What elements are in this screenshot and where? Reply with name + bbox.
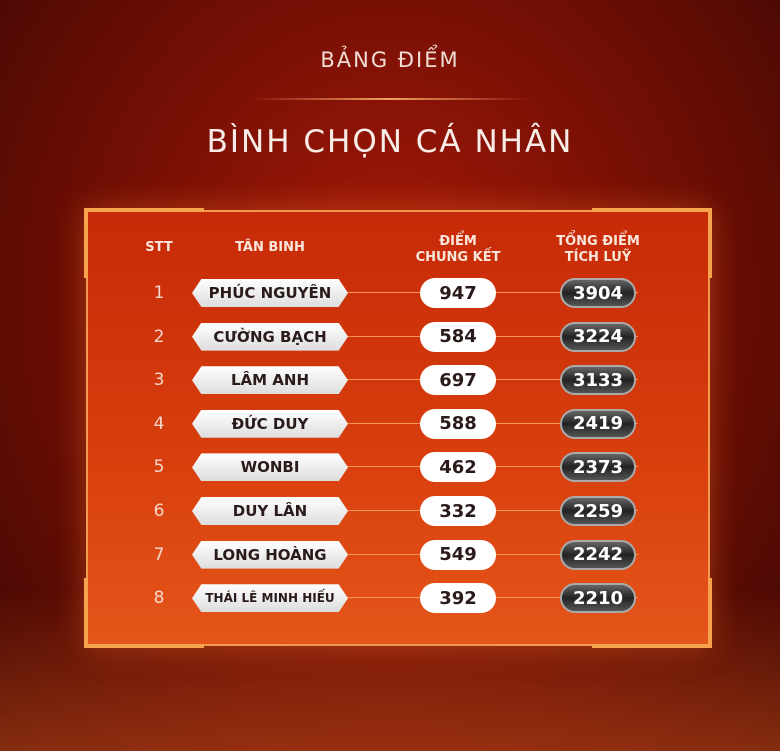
table-row: 8 THÁI LÊ MINH HIẾU 392 2210 [88, 582, 712, 614]
final-score: 392 [420, 583, 496, 614]
total-score: 3904 [560, 278, 636, 308]
total-score: 2242 [560, 539, 636, 570]
total-score: 2259 [560, 496, 636, 526]
contestant-name: PHÚC NGUYÊN [192, 279, 348, 307]
rank: 2 [153, 326, 165, 347]
total-score: 2419 [560, 408, 636, 439]
contestant-name: LONG HOÀNG [192, 540, 348, 569]
corner-ornament [592, 208, 712, 278]
final-score: 588 [420, 408, 496, 439]
header-total-line2: TÍCH LUỸ [564, 250, 632, 265]
header-stt: STT [145, 240, 173, 255]
rank: 6 [153, 501, 165, 521]
header-total: TỔNG ĐIỂM TÍCH LUỸ [528, 234, 668, 266]
total-score: 3224 [560, 321, 636, 352]
contestant-name: CƯỜNG BẠCH [192, 322, 348, 351]
final-score: 462 [420, 452, 496, 483]
corner-ornament [592, 578, 712, 648]
table-row: 4 ĐỨC DUY 588 2419 [88, 408, 712, 440]
total-score: 2373 [560, 452, 636, 483]
rank: 1 [153, 283, 165, 303]
header-final: ĐIỂM CHUNG KẾT [388, 234, 528, 266]
rank: 5 [153, 457, 165, 478]
rank: 8 [153, 588, 165, 609]
table-row: 2 CƯỜNG BẠCH 584 3224 [88, 321, 712, 353]
final-score: 584 [420, 321, 496, 352]
table-row: 5 WONBI 462 2373 [88, 451, 712, 483]
contestant-name: WONBI [192, 453, 348, 482]
table-row: 7 LONG HOÀNG 549 2242 [88, 539, 712, 571]
header-name: TÂN BINH [235, 240, 305, 255]
header-final-line2: CHUNG KẾT [415, 250, 501, 265]
final-score: 697 [420, 365, 496, 396]
table-row: 3 LÂM ANH 697 3133 [88, 364, 712, 396]
rank: 7 [153, 544, 165, 565]
contestant-name: ĐỨC DUY [192, 409, 348, 438]
contestant-name: DUY LÂN [192, 497, 348, 525]
table-row: 6 DUY LÂN 332 2259 [88, 495, 712, 527]
divider [250, 98, 530, 100]
rank: 4 [153, 413, 165, 434]
corner-ornament [84, 208, 204, 278]
scoreboard-panel: STT TÂN BINH ĐIỂM CHUNG KẾT TỔNG ĐIỂM TÍCH… [84, 208, 712, 648]
total-score: 2210 [560, 583, 636, 614]
corner-ornament [84, 578, 204, 648]
final-score: 947 [420, 278, 496, 308]
contestant-name: LÂM ANH [192, 366, 348, 395]
final-score: 332 [420, 496, 496, 526]
contestant-name: THÁI LÊ MINH HIẾU [192, 584, 348, 613]
subtitle: BẢNG ĐIỂM [320, 48, 460, 72]
page-title: BÌNH CHỌN CÁ NHÂN [206, 124, 574, 160]
header-total-line1: TỔNG ĐIỂM [556, 234, 640, 249]
header-final-line1: ĐIỂM [439, 234, 477, 249]
table-row: 1 PHÚC NGUYÊN 947 3904 [88, 277, 712, 309]
final-score: 549 [420, 539, 496, 570]
total-score: 3133 [560, 365, 636, 396]
rank: 3 [153, 370, 165, 391]
